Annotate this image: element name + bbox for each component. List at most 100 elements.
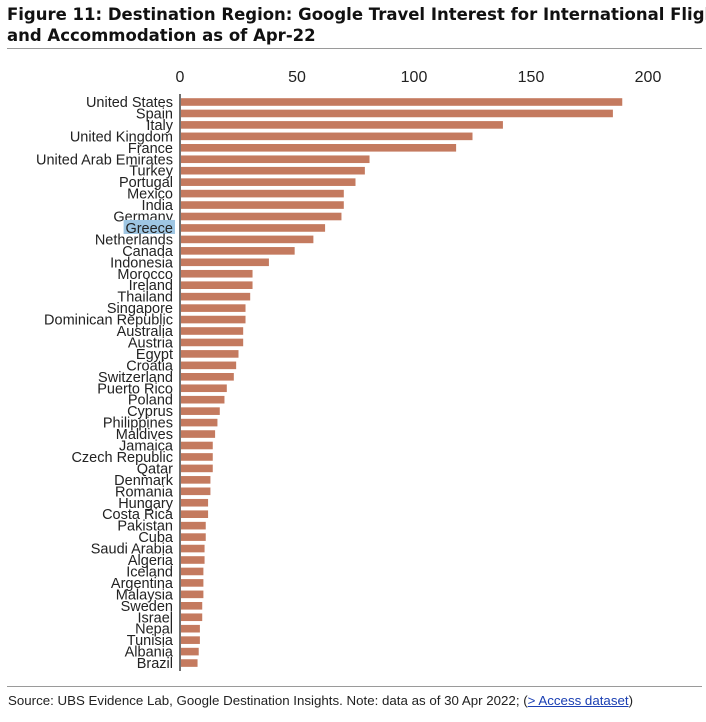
category-label: Netherlands xyxy=(95,232,173,248)
category-label: Sweden xyxy=(121,599,173,615)
x-tick-label: 50 xyxy=(288,69,306,86)
category-label: Singapore xyxy=(107,301,173,317)
category-label: United States xyxy=(86,95,173,111)
bar xyxy=(181,407,220,415)
bar xyxy=(181,178,356,186)
dataset-link-open: ( xyxy=(523,693,528,708)
category-label: Hungary xyxy=(118,496,174,512)
bar xyxy=(181,98,623,106)
bar xyxy=(181,338,244,347)
category-label: Egypt xyxy=(136,347,173,363)
bar xyxy=(181,613,203,622)
x-tick-label: 200 xyxy=(635,69,662,86)
category-label: Algeria xyxy=(128,553,174,569)
category-label: Iceland xyxy=(126,564,173,580)
bar xyxy=(181,189,344,198)
category-label: India xyxy=(142,198,174,214)
category-label: Nepal xyxy=(135,622,173,638)
bar xyxy=(181,201,344,209)
bar xyxy=(181,315,246,324)
bar xyxy=(181,464,213,473)
bar xyxy=(181,544,205,553)
category-label: Turkey xyxy=(129,164,174,180)
category-label: Romania xyxy=(115,484,174,500)
x-tick-label: 100 xyxy=(401,69,428,86)
access-dataset-link[interactable]: > Access dataset xyxy=(527,693,629,708)
bar xyxy=(181,132,473,141)
category-label: Philippines xyxy=(103,416,173,432)
bar xyxy=(181,476,211,484)
category-label: Morocco xyxy=(117,267,173,283)
bar xyxy=(181,235,314,244)
bar xyxy=(181,624,200,633)
category-label: Spain xyxy=(136,106,173,122)
category-label: Switzerland xyxy=(98,370,173,386)
bar xyxy=(181,373,234,381)
bar xyxy=(181,212,342,221)
bar xyxy=(181,166,365,175)
bar xyxy=(181,602,203,610)
bar xyxy=(181,590,204,599)
highlight-box xyxy=(123,219,175,234)
category-label: Pakistan xyxy=(117,519,173,535)
bar xyxy=(181,361,237,370)
bar xyxy=(181,567,204,576)
category-label: United Kingdom xyxy=(70,129,173,145)
category-label: Portugal xyxy=(119,175,173,191)
category-label: Argentina xyxy=(111,576,174,592)
figure-title-line-1: Figure 11: Destination Region: Google Tr… xyxy=(7,5,706,24)
bar xyxy=(181,441,213,450)
category-label: Cyprus xyxy=(127,404,173,420)
category-label: Saudi Arabia xyxy=(91,542,174,558)
bar xyxy=(181,269,253,278)
bar xyxy=(181,350,239,358)
bar xyxy=(181,510,209,518)
bar xyxy=(181,395,225,404)
bar xyxy=(181,292,251,301)
bar xyxy=(181,659,198,667)
category-label: Qatar xyxy=(137,461,173,477)
bar xyxy=(181,556,205,564)
category-label: Cuba xyxy=(138,530,174,546)
bar xyxy=(181,453,213,461)
bar xyxy=(181,487,211,496)
category-label: Greece xyxy=(125,221,173,237)
category-label: Jamaica xyxy=(119,439,174,455)
figure-title-line-2: and Accommodation as of Apr-22 xyxy=(7,26,316,45)
category-label: Croatia xyxy=(126,358,174,374)
bar xyxy=(181,247,295,255)
figure-title: Figure 11: Destination Region: Google Tr… xyxy=(7,4,706,46)
bar xyxy=(181,521,206,530)
category-label: Thailand xyxy=(117,290,173,306)
bar xyxy=(181,144,457,152)
bar xyxy=(181,121,503,129)
category-label: Canada xyxy=(122,244,174,260)
bar xyxy=(181,281,253,289)
category-label: Australia xyxy=(117,324,174,340)
bar xyxy=(181,109,613,118)
x-tick-label: 0 xyxy=(176,69,185,86)
category-label: Costa Rica xyxy=(102,507,174,523)
category-label: United Arab Emirates xyxy=(36,152,173,168)
category-label: Malaysia xyxy=(116,587,174,603)
category-label: Maldives xyxy=(116,427,173,443)
category-label: Ireland xyxy=(129,278,173,294)
category-label: Albania xyxy=(125,645,174,661)
top-rule xyxy=(7,48,702,49)
bar xyxy=(181,304,246,312)
category-label: Indonesia xyxy=(110,255,174,271)
source-note: Source: UBS Evidence Lab, Google Destina… xyxy=(8,693,633,708)
bottom-rule xyxy=(7,686,702,687)
category-label: Puerto Rico xyxy=(97,381,173,397)
category-label: Tunisia xyxy=(127,633,174,649)
bar xyxy=(181,498,209,507)
bar xyxy=(181,647,199,656)
bar xyxy=(181,579,204,587)
category-label: Brazil xyxy=(137,656,173,672)
category-label: Poland xyxy=(128,393,173,409)
bar xyxy=(181,155,370,164)
category-label: Mexico xyxy=(127,187,173,203)
category-label: Israel xyxy=(138,610,173,626)
bar xyxy=(181,384,227,393)
